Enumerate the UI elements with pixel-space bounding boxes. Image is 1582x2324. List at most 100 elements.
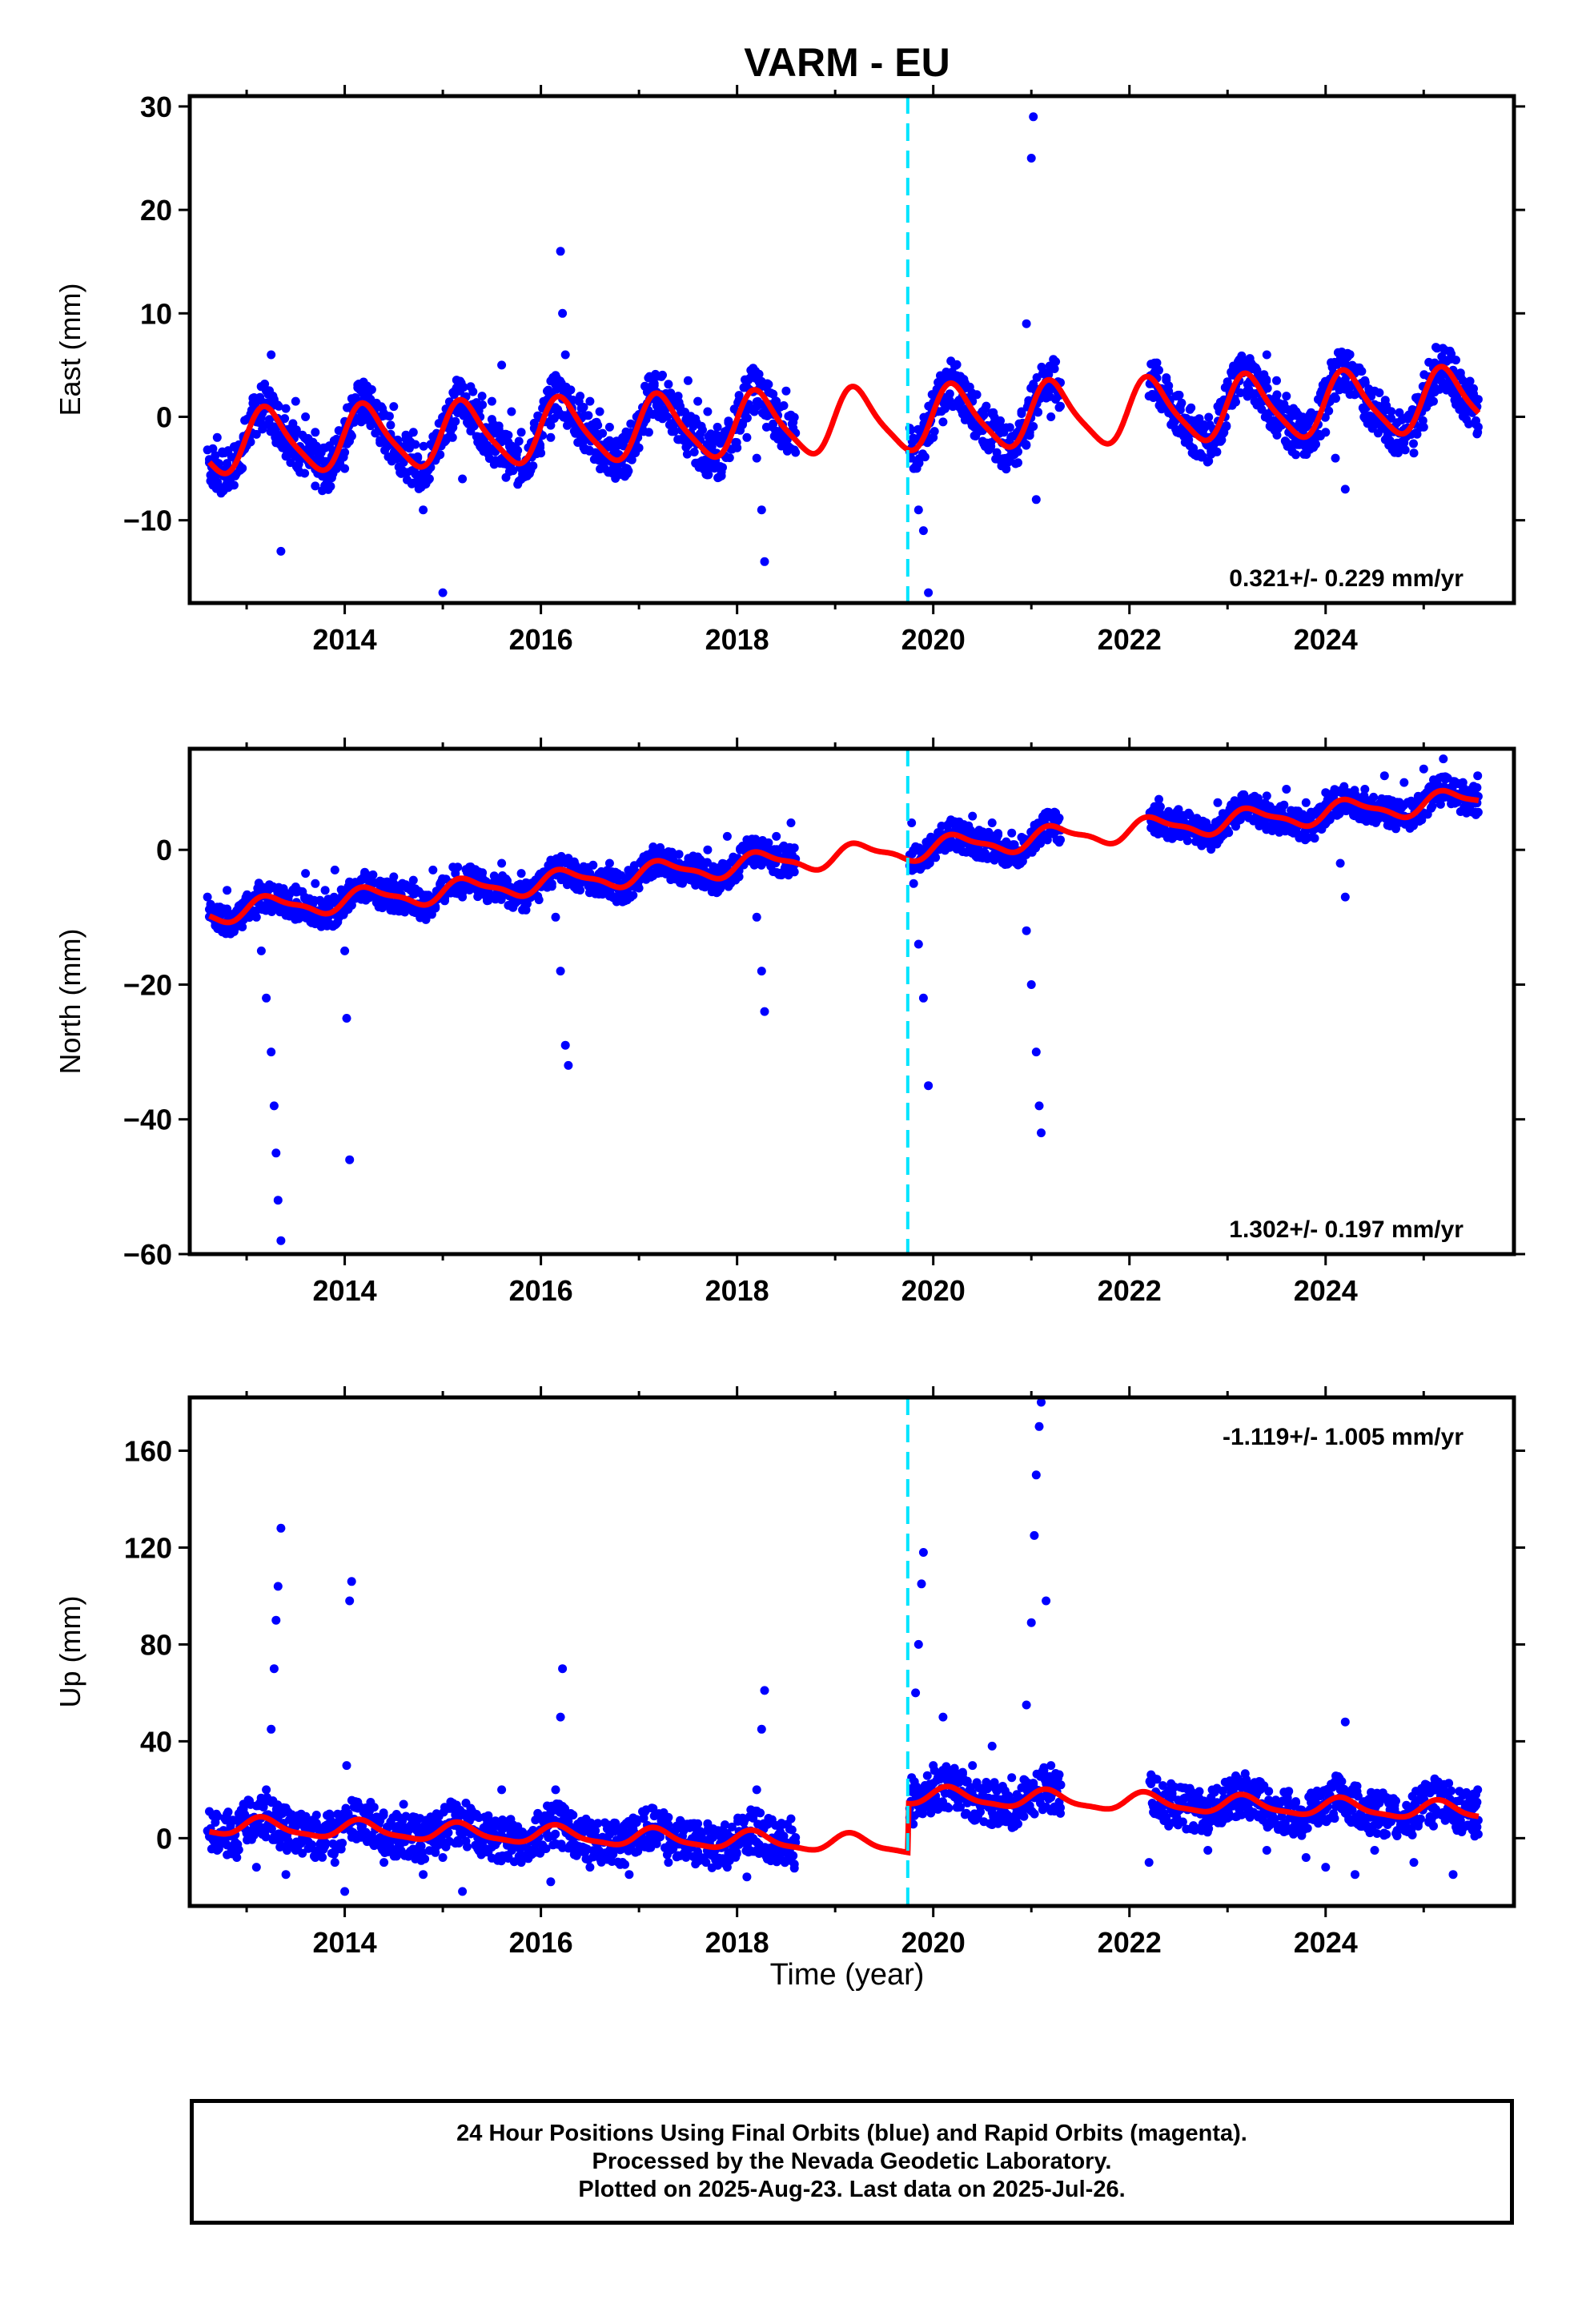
data-point — [413, 452, 423, 461]
data-point — [1311, 432, 1320, 442]
data-point — [256, 946, 266, 955]
data-point — [468, 387, 478, 396]
x-tick-label: 2014 — [313, 623, 377, 656]
data-point — [448, 432, 457, 442]
data-point — [760, 557, 769, 566]
data-point — [1370, 386, 1379, 396]
data-point — [1412, 429, 1422, 439]
data-point — [1155, 802, 1165, 811]
data-point — [1429, 396, 1438, 406]
data-point — [291, 425, 301, 435]
data-point — [301, 869, 311, 879]
data-point — [1473, 807, 1483, 817]
data-point — [478, 400, 488, 409]
data-point — [234, 1845, 243, 1855]
data-point — [1056, 835, 1065, 845]
data-point — [497, 858, 507, 868]
data-point — [1473, 395, 1483, 404]
data-point — [408, 875, 418, 885]
data-point — [789, 867, 799, 877]
data-point — [1186, 403, 1196, 412]
data-point — [386, 420, 396, 430]
data-point — [595, 407, 604, 416]
data-point — [528, 461, 538, 471]
data-point — [1345, 350, 1355, 360]
data-point — [536, 448, 546, 458]
data-point — [1291, 450, 1300, 460]
data-point — [585, 396, 595, 406]
data-point — [742, 413, 752, 423]
data-point — [952, 360, 962, 369]
data-point — [684, 440, 693, 449]
x-tick-label: 2022 — [1098, 623, 1162, 656]
data-point — [223, 886, 232, 895]
data-point — [1310, 834, 1319, 843]
data-point — [1212, 447, 1222, 456]
data-point — [754, 369, 764, 379]
data-point — [1050, 364, 1059, 373]
data-point — [1399, 438, 1409, 448]
data-point — [320, 443, 330, 452]
data-point — [330, 865, 339, 875]
model-line-east — [207, 364, 1481, 476]
data-point — [1321, 428, 1331, 437]
data-point — [513, 446, 523, 455]
data-point — [717, 471, 726, 480]
data-point — [1458, 376, 1468, 385]
data-point — [789, 1851, 798, 1860]
data-point — [752, 912, 761, 922]
data-point — [453, 862, 463, 872]
data-point — [345, 1155, 355, 1164]
data-point — [451, 416, 460, 426]
data-point — [419, 505, 428, 515]
data-point — [438, 588, 448, 597]
data-point — [251, 912, 261, 922]
data-point — [588, 860, 598, 870]
data-point — [789, 412, 799, 422]
data-point — [1340, 892, 1350, 902]
data-point — [1360, 376, 1370, 385]
data-point — [1224, 828, 1234, 838]
data-point — [734, 872, 744, 882]
x-tick-label: 2024 — [1294, 1274, 1358, 1307]
data-point — [1213, 798, 1223, 807]
data-point — [1324, 406, 1334, 416]
data-point — [909, 464, 918, 473]
data-point — [271, 438, 281, 448]
x-tick-label: 2014 — [313, 1274, 377, 1307]
data-point — [212, 432, 222, 442]
data-point — [369, 1803, 379, 1812]
data-point — [1331, 394, 1340, 403]
data-point — [615, 438, 624, 448]
x-tick-label: 2018 — [705, 623, 769, 656]
data-point — [1321, 788, 1331, 798]
y-tick-label: 30 — [140, 90, 172, 123]
data-point — [458, 474, 468, 484]
data-point — [291, 396, 300, 406]
data-point — [534, 895, 544, 905]
data-point — [238, 923, 247, 931]
data-point — [1007, 448, 1017, 458]
data-point — [772, 831, 781, 841]
data-point — [1026, 980, 1036, 989]
data-point — [1465, 376, 1475, 386]
data-point — [504, 430, 513, 440]
data-point — [1301, 798, 1311, 807]
data-point — [948, 402, 958, 412]
data-point — [918, 993, 928, 1003]
data-points-north — [203, 754, 1483, 1245]
data-point — [579, 403, 588, 412]
data-point — [1037, 1128, 1046, 1138]
data-point — [342, 1014, 351, 1023]
data-point — [938, 417, 948, 427]
data-point — [536, 440, 545, 450]
data-point — [1335, 858, 1345, 868]
data-point — [913, 505, 923, 515]
data-point — [634, 443, 644, 452]
data-point — [477, 872, 487, 882]
data-point — [334, 426, 343, 436]
data-point — [560, 350, 570, 360]
x-tick-label: 2024 — [1294, 623, 1358, 656]
data-point — [508, 466, 518, 476]
